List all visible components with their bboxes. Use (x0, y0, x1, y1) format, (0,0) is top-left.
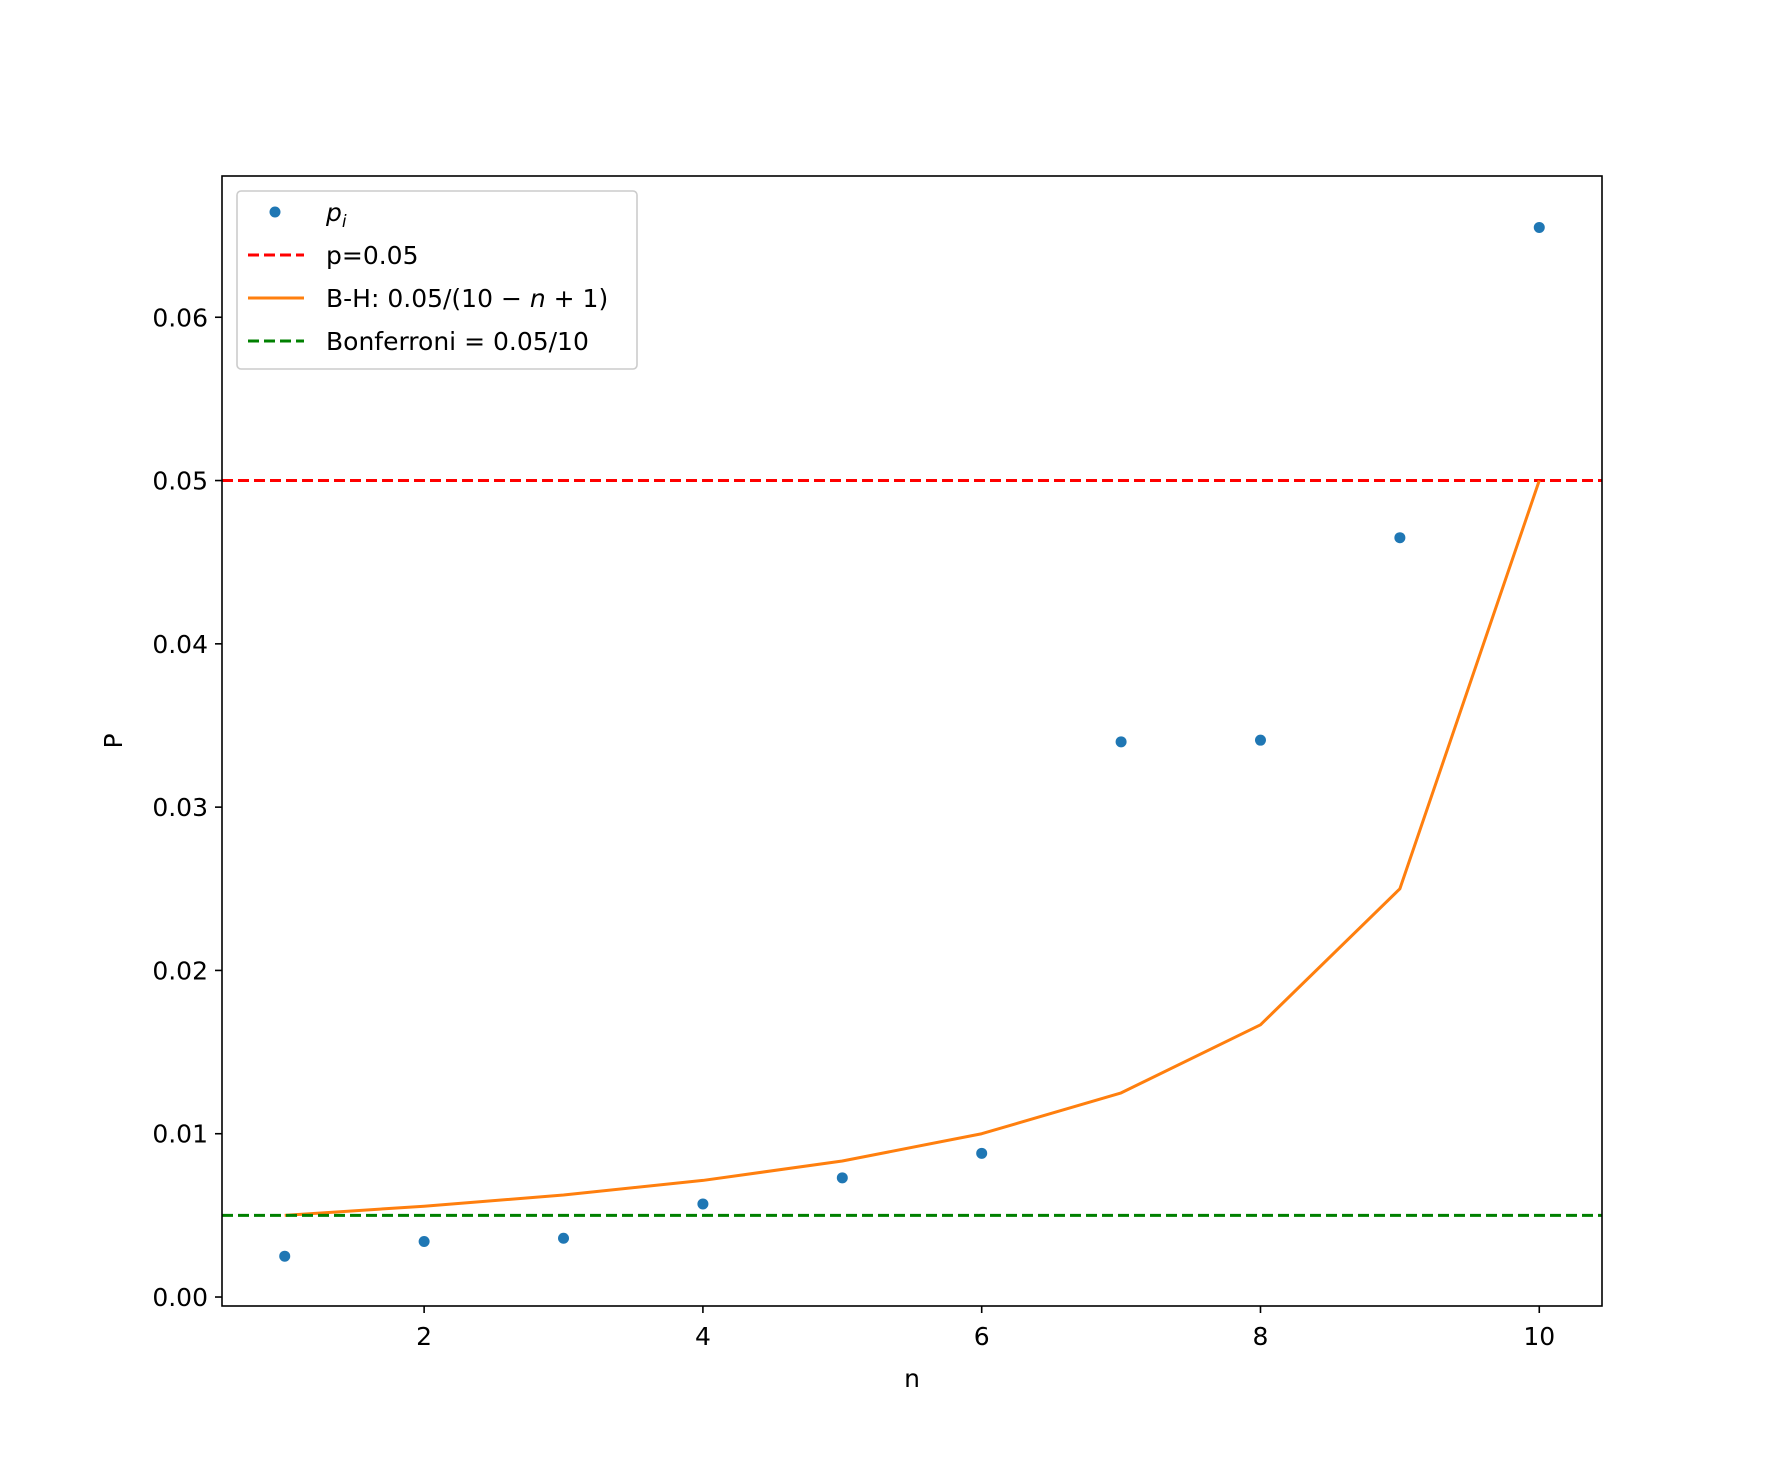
legend-marker-points (269, 206, 281, 218)
bh-threshold-line (284, 480, 1541, 1217)
data-point (558, 1232, 570, 1244)
data-point (1115, 736, 1127, 748)
data-point (1533, 221, 1545, 233)
y-axis-label: P (99, 733, 128, 748)
legend-box (236, 190, 638, 370)
data-point (976, 1147, 988, 1159)
y-tick-label: 0.01 (152, 1120, 208, 1149)
data-point (1394, 532, 1406, 544)
y-tick-label: 0.04 (152, 630, 208, 659)
y-tick-label: 0.06 (152, 303, 208, 332)
data-point (418, 1235, 430, 1247)
x-tick-label: 8 (1253, 1322, 1269, 1351)
y-tick-label: 0.03 (152, 793, 208, 822)
y-tick-label: 0.00 (152, 1283, 208, 1312)
x-tick-label: 4 (695, 1322, 711, 1351)
x-axis-label: n (904, 1364, 920, 1393)
y-tick-label: 0.02 (152, 956, 208, 985)
legend: pi p=0.05 B-H: 0.05/(10 − n + 1) Bonferroni… (236, 190, 638, 370)
x-tick-label: 6 (974, 1322, 990, 1351)
legend-label: p=0.05 (326, 241, 418, 270)
legend-label: Bonferroni = 0.05/10 (326, 327, 589, 356)
x-tick-label: 10 (1523, 1322, 1555, 1351)
legend-label: pi (325, 198, 347, 232)
data-point (697, 1198, 709, 1210)
axes-frame (221, 175, 1603, 1307)
y-axis: 0.00 0.01 0.02 0.03 0.04 0.05 0.06 (152, 303, 222, 1312)
x-axis: 2 4 6 8 10 (416, 1306, 1555, 1351)
x-tick-label: 2 (416, 1322, 432, 1351)
data-point (279, 1250, 291, 1262)
data-point (1254, 734, 1266, 746)
plot-area (222, 221, 1602, 1262)
data-point (836, 1172, 848, 1184)
legend-label: B-H: 0.05/(10 − n + 1) (326, 284, 608, 313)
y-tick-label: 0.05 (152, 467, 208, 496)
